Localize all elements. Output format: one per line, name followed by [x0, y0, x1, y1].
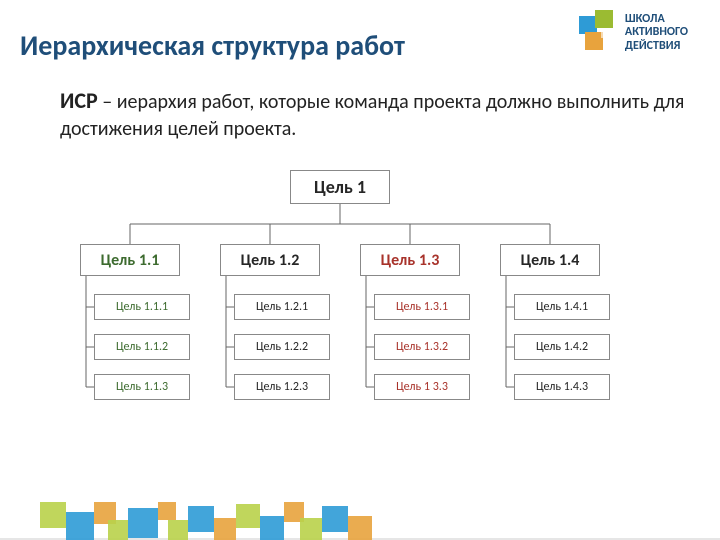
logo-icon	[573, 10, 619, 56]
footer-mosaic	[0, 502, 720, 540]
tree-leaf-c13-0: Цель 1.3.1	[374, 294, 470, 320]
tree-node-c14: Цель 1.4	[500, 244, 600, 276]
tree-leaf-c11-0: Цель 1.1.1	[94, 294, 190, 320]
logo-text: ШКОЛА АКТИВНОГО ДЕЙСТВИЯ	[625, 13, 688, 53]
tree-root: Цель 1	[290, 170, 390, 204]
tree-leaf-c12-1: Цель 1.2.2	[234, 334, 330, 360]
logo-line2: АКТИВНОГО	[625, 26, 688, 39]
logo-line3: ДЕЙСТВИЯ	[625, 40, 688, 53]
tree-leaf-c13-1: Цель 1.3.2	[374, 334, 470, 360]
tree-leaf-c14-1: Цель 1.4.2	[514, 334, 610, 360]
subtitle-rest: – иерархия работ, которые команда проект…	[60, 90, 684, 141]
tree-leaf-c14-2: Цель 1.4.3	[514, 374, 610, 400]
tree-leaf-c11-1: Цель 1.1.2	[94, 334, 190, 360]
subtitle: ИСР – иерархия работ, которые команда пр…	[60, 86, 690, 143]
logo: ШКОЛА АКТИВНОГО ДЕЙСТВИЯ	[573, 10, 688, 56]
tree-leaf-c11-2: Цель 1.1.3	[94, 374, 190, 400]
tree-leaf-c12-0: Цель 1.2.1	[234, 294, 330, 320]
tree-node-c12: Цель 1.2	[220, 244, 320, 276]
subtitle-acronym: ИСР	[60, 87, 98, 114]
wbs-diagram: Цель 1 Цель 1.1 Цель 1.1.1 Цель 1.1.2 Цель 1…	[40, 170, 680, 470]
slide-title: Иерархическая структура работ	[20, 28, 405, 63]
tree-leaf-c14-0: Цель 1.4.1	[514, 294, 610, 320]
tree-leaf-c13-2: Цель 1 3.3	[374, 374, 470, 400]
tree-node-c13: Цель 1.3	[360, 244, 460, 276]
tree-node-c11: Цель 1.1	[80, 244, 180, 276]
tree-leaf-c12-2: Цель 1.2.3	[234, 374, 330, 400]
